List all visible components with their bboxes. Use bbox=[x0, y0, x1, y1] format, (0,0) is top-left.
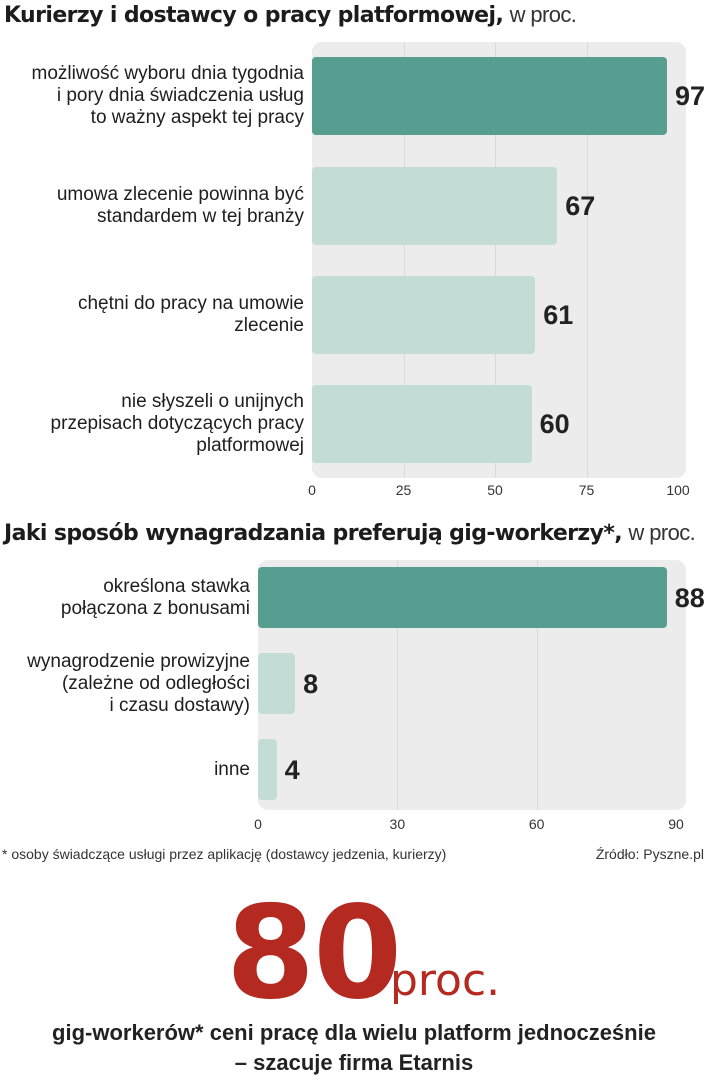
category-label-line: zlecenie bbox=[234, 315, 304, 336]
chart2-category-label: inne bbox=[0, 759, 250, 781]
chart1-tick-label: 0 bbox=[308, 482, 316, 498]
highlight-number: 80 bbox=[226, 879, 402, 1028]
footnote: * osoby świadczące usługi przez aplikacj… bbox=[2, 846, 447, 862]
category-label-line: wynagrodzenie prowizyjne bbox=[27, 650, 250, 672]
chart1-bar bbox=[312, 385, 532, 463]
chart1-category-label: chętni do pracy na umowie zlecenie bbox=[0, 293, 304, 337]
category-label-line: platformowej bbox=[196, 435, 304, 456]
chart2-bar bbox=[258, 567, 667, 628]
category-label-line: to ważny aspekt tej pracy bbox=[90, 107, 304, 128]
category-label-line: standardem w tej branży bbox=[97, 206, 304, 227]
category-label-line: określona stawka bbox=[103, 575, 250, 597]
chart1-tick-label: 50 bbox=[487, 482, 503, 498]
chart1-value-label: 60 bbox=[539, 409, 570, 439]
category-label-line: możliwość wyboru dnia tygodnia bbox=[31, 63, 304, 84]
chart2-tick-label: 0 bbox=[254, 816, 262, 832]
chart1-tick-label: 75 bbox=[578, 482, 595, 498]
category-label-line: przepisach dotyczących pracy bbox=[50, 413, 304, 434]
chart1-category-label: umowa zlecenie powinna być standardem w t… bbox=[0, 184, 304, 228]
chart2-title-main: Jaki sposób wynagradzania preferują gig-… bbox=[4, 521, 623, 546]
category-label-line: umowa zlecenie powinna być bbox=[56, 184, 304, 205]
highlight-caption: gig-workerów* ceni pracę dla wielu platf… bbox=[0, 1018, 708, 1078]
category-label-line: połączona z bonusami bbox=[60, 597, 250, 619]
chart2-title-suffix: w proc. bbox=[628, 520, 696, 545]
category-label-line: i pory dnia świadczenia usług bbox=[56, 85, 304, 106]
chart1-gridline bbox=[495, 42, 496, 478]
chart1-gridline bbox=[586, 42, 588, 478]
chart2-category-label: wynagrodzenie prowizyjne (zależne od odle… bbox=[0, 651, 250, 717]
chart1-value-label: 67 bbox=[565, 191, 596, 221]
highlight-caption-line2: – szacuje firma Etarnis bbox=[234, 1050, 474, 1075]
chart1-bar bbox=[312, 276, 536, 354]
chart1-tick-label: 100 bbox=[666, 482, 690, 498]
chart1-title-suffix: w proc. bbox=[509, 2, 577, 27]
chart2-tick-label: 60 bbox=[528, 816, 545, 832]
chart1-bar bbox=[312, 167, 558, 245]
chart1-title: Kurierzy i dostawcy o pracy platformowej… bbox=[4, 2, 577, 28]
chart1-bar bbox=[312, 57, 668, 135]
chart2-tick-label: 30 bbox=[389, 816, 406, 832]
highlight-caption-line1: gig-workerów* ceni pracę dla wielu platf… bbox=[52, 1020, 656, 1045]
chart1-value-label: 97 bbox=[675, 81, 706, 111]
chart1-value-label: 61 bbox=[543, 300, 574, 330]
chart2-bar bbox=[258, 739, 277, 800]
chart1-tick-label: 25 bbox=[395, 482, 412, 498]
category-label-line: inne bbox=[214, 758, 250, 780]
chart2-value-label: 88 bbox=[674, 582, 705, 613]
source-label: Źródło: Pyszne.pl bbox=[595, 846, 704, 862]
chart2-title: Jaki sposób wynagradzania preferują gig-… bbox=[4, 520, 696, 546]
chart2-bar bbox=[258, 653, 296, 714]
chart1-category-label: nie słyszeli o unijnych przepisach dotycz… bbox=[0, 391, 304, 457]
category-label-line: (zależne od odległości bbox=[61, 672, 250, 694]
category-label-line: chętni do pracy na umowie bbox=[77, 293, 304, 314]
chart2-tick-label: 90 bbox=[668, 816, 684, 832]
category-label-line: i czasu dostawy) bbox=[109, 694, 250, 716]
chart2-gridline bbox=[397, 560, 399, 810]
chart2-gridline bbox=[536, 560, 538, 810]
chart1-title-main: Kurierzy i dostawcy o pracy platformowej… bbox=[4, 3, 504, 28]
chart2-value-label: 8 bbox=[303, 668, 319, 699]
category-label-line: nie słyszeli o unijnych bbox=[121, 391, 304, 412]
chart2-value-label: 4 bbox=[284, 754, 300, 785]
chart1-gridline bbox=[403, 42, 405, 478]
highlight-unit: proc. bbox=[390, 955, 501, 1006]
chart1-category-label: możliwość wyboru dnia tygodnia i pory dni… bbox=[0, 63, 304, 129]
chart2-category-label: określona stawka połączona z bonusami bbox=[0, 576, 250, 620]
